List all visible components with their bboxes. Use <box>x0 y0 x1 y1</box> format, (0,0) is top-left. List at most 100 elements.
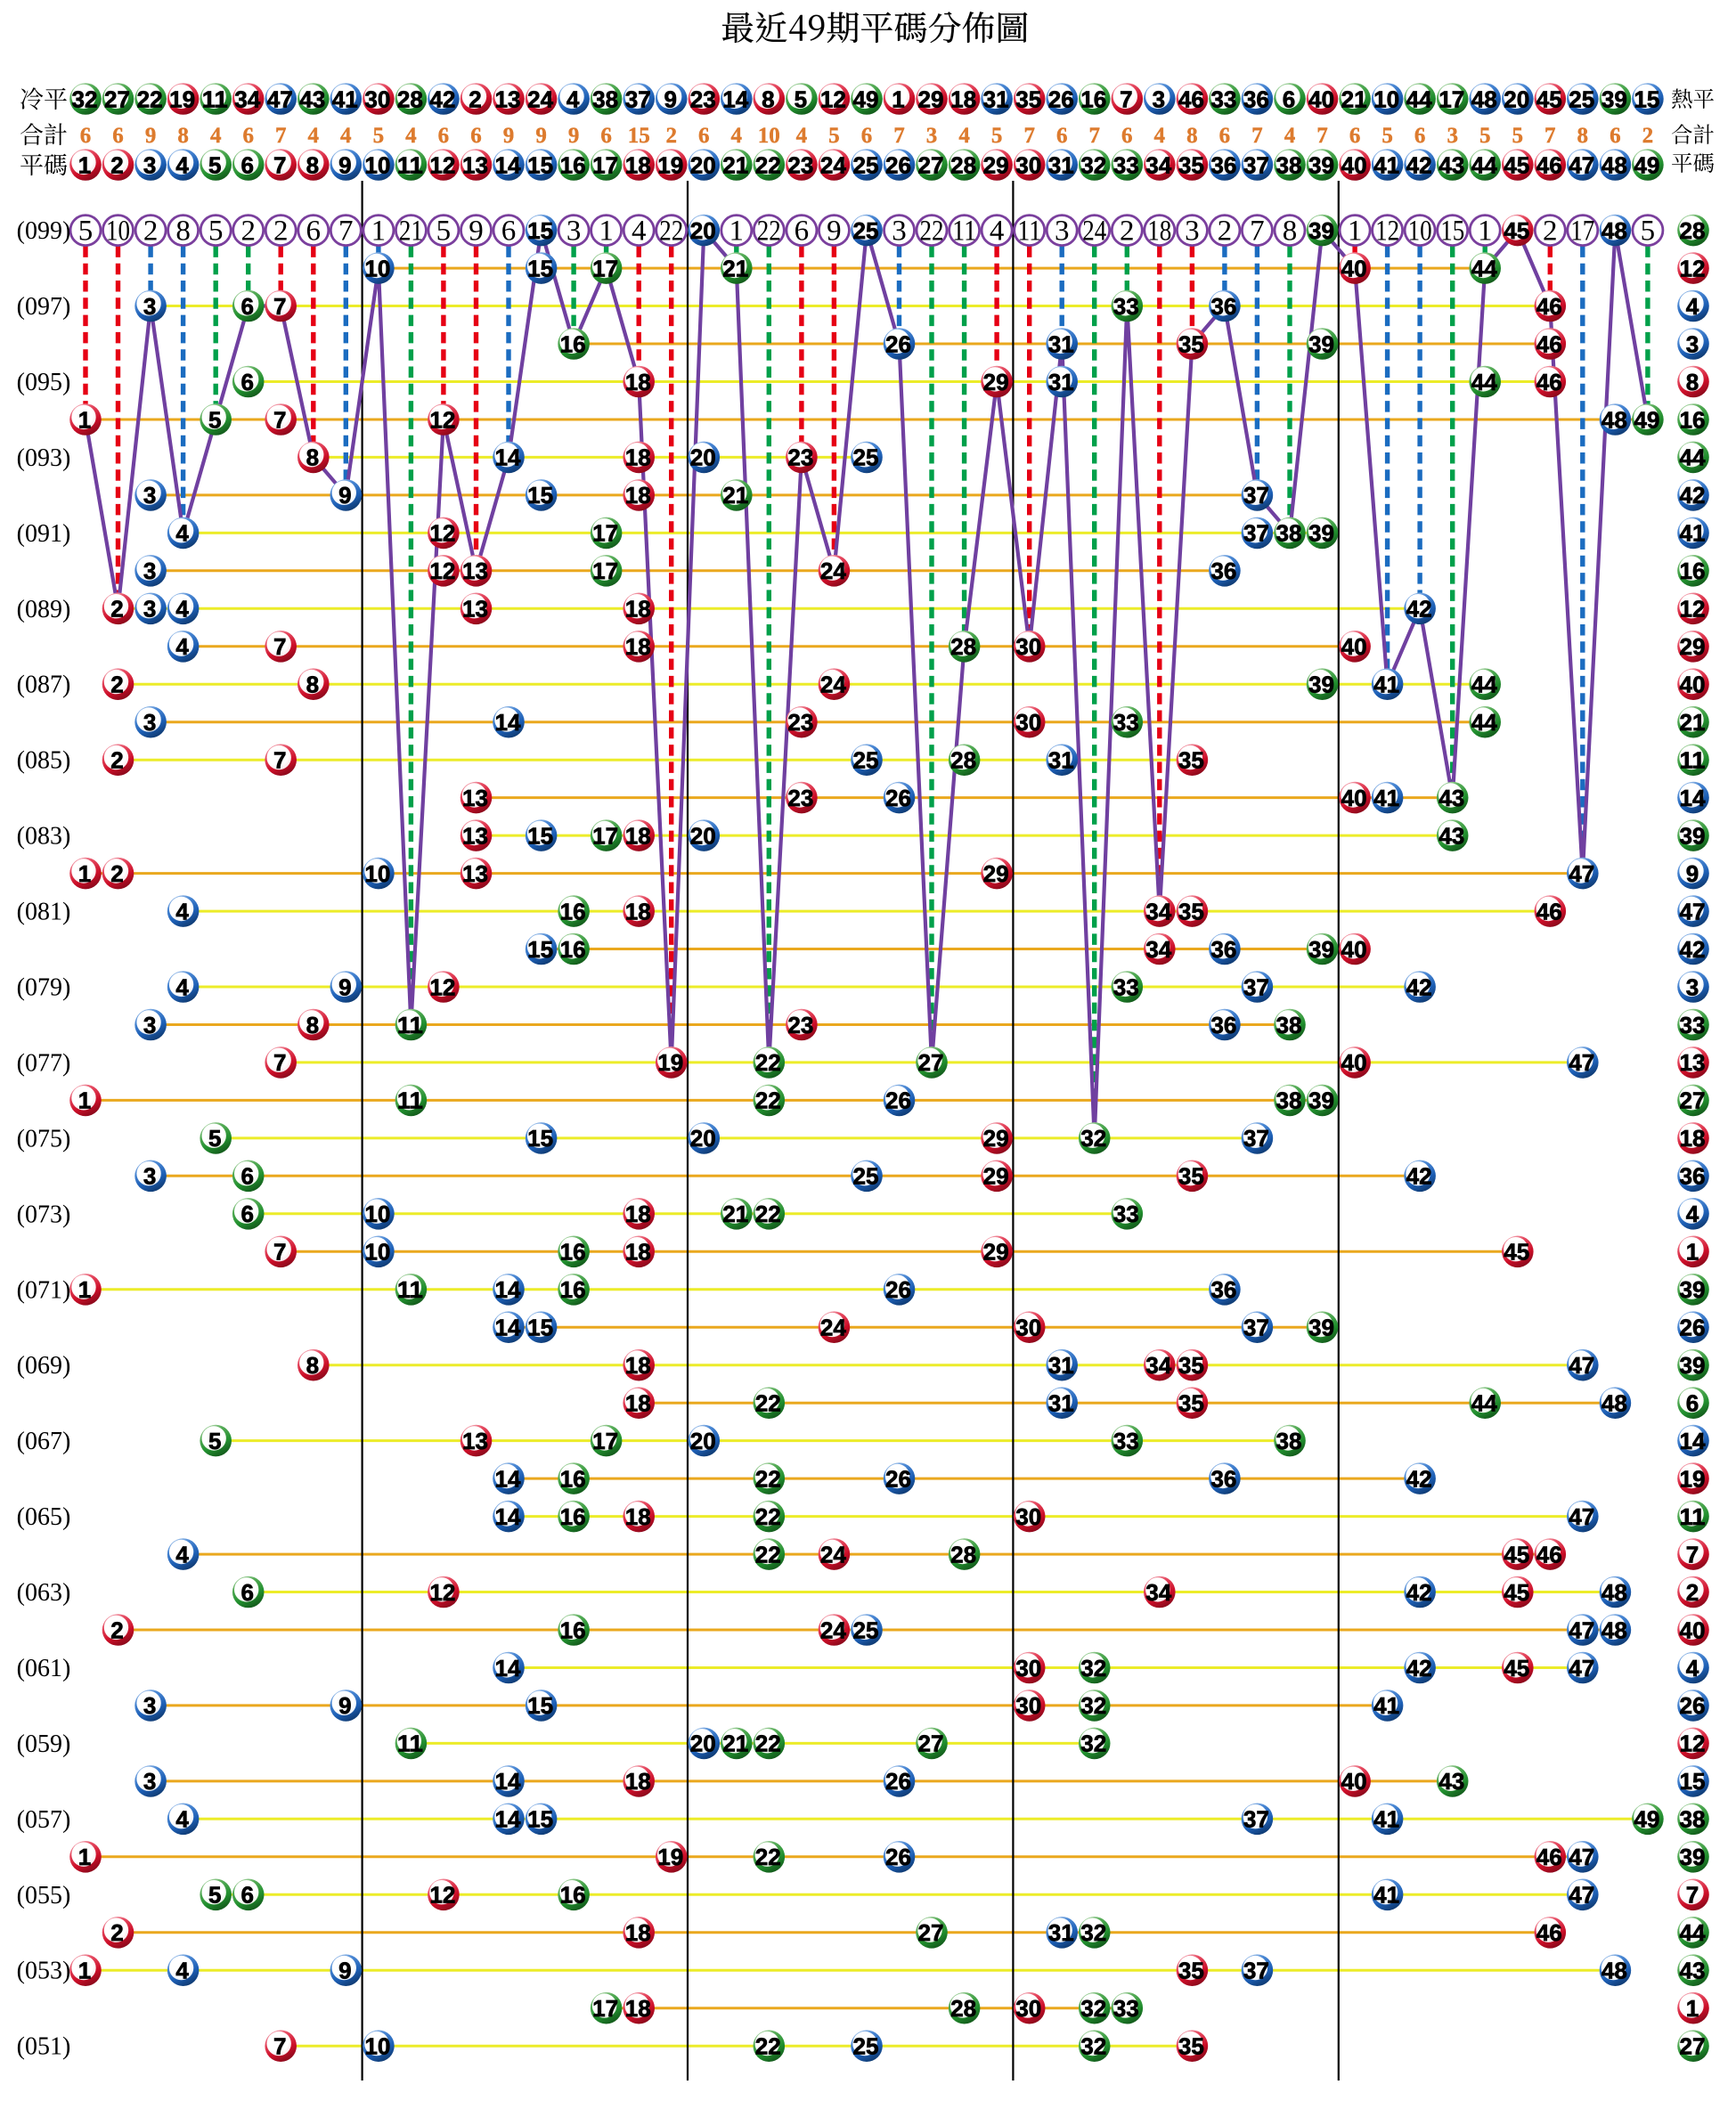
svg-text:48: 48 <box>1602 1579 1627 1606</box>
svg-text:39: 39 <box>1308 151 1334 178</box>
svg-text:19: 19 <box>169 86 195 112</box>
svg-text:6: 6 <box>1349 124 1361 148</box>
svg-text:32: 32 <box>1080 1919 1106 1946</box>
svg-text:2: 2 <box>110 1616 123 1643</box>
svg-text:47: 47 <box>1569 1049 1594 1076</box>
svg-text:47: 47 <box>1680 898 1706 924</box>
svg-text:18: 18 <box>625 1239 651 1266</box>
svg-text:27: 27 <box>1680 2033 1706 2060</box>
svg-text:40: 40 <box>1341 785 1367 811</box>
svg-text:8: 8 <box>177 124 189 148</box>
svg-text:31: 31 <box>1048 369 1074 395</box>
svg-text:32: 32 <box>1080 151 1106 178</box>
svg-text:12: 12 <box>820 86 846 112</box>
svg-text:15: 15 <box>527 936 553 963</box>
svg-text:18: 18 <box>625 1995 651 2022</box>
svg-text:12: 12 <box>429 558 455 584</box>
svg-text:2: 2 <box>110 747 123 774</box>
svg-text:47: 47 <box>1569 151 1594 178</box>
svg-text:28: 28 <box>950 747 976 774</box>
svg-text:40: 40 <box>1308 86 1334 112</box>
svg-text:4: 4 <box>632 216 647 248</box>
svg-text:35: 35 <box>1178 747 1204 774</box>
svg-text:38: 38 <box>1680 1806 1706 1833</box>
svg-text:41: 41 <box>1373 1692 1399 1719</box>
svg-text:8: 8 <box>1577 124 1589 148</box>
svg-text:36: 36 <box>1210 293 1236 320</box>
svg-text:16: 16 <box>560 1882 586 1909</box>
svg-text:4: 4 <box>566 86 580 112</box>
svg-text:18: 18 <box>625 1503 651 1530</box>
svg-text:(055): (055) <box>17 1882 71 1910</box>
svg-text:13: 13 <box>462 1428 488 1454</box>
svg-text:8: 8 <box>306 1352 319 1379</box>
svg-text:41: 41 <box>1373 785 1399 811</box>
svg-text:29: 29 <box>1680 633 1706 660</box>
svg-text:20: 20 <box>690 1428 716 1454</box>
svg-text:1: 1 <box>78 1958 91 1984</box>
svg-text:5: 5 <box>208 1882 221 1909</box>
svg-text:15: 15 <box>527 1692 553 1719</box>
svg-text:47: 47 <box>1569 860 1594 887</box>
svg-text:6: 6 <box>306 216 322 248</box>
svg-text:17: 17 <box>1439 86 1464 112</box>
svg-text:32: 32 <box>1080 1655 1106 1682</box>
svg-text:24: 24 <box>820 558 847 584</box>
svg-text:27: 27 <box>918 1049 944 1076</box>
svg-text:49: 49 <box>853 86 879 112</box>
svg-text:38: 38 <box>1276 1087 1302 1114</box>
svg-text:6: 6 <box>600 124 612 148</box>
svg-text:11: 11 <box>1680 747 1706 774</box>
svg-text:3: 3 <box>143 558 156 584</box>
svg-text:31: 31 <box>983 86 1009 112</box>
svg-text:4: 4 <box>308 124 320 148</box>
svg-text:25: 25 <box>853 151 879 178</box>
svg-text:30: 30 <box>1015 1692 1041 1719</box>
svg-text:28: 28 <box>950 1995 976 2022</box>
svg-text:37: 37 <box>1243 1315 1269 1341</box>
svg-text:1: 1 <box>892 86 904 112</box>
svg-text:14: 14 <box>495 1315 522 1341</box>
svg-text:24: 24 <box>820 151 847 178</box>
svg-text:37: 37 <box>1243 1806 1269 1833</box>
svg-text:42: 42 <box>1406 1579 1432 1606</box>
svg-text:45: 45 <box>1504 1655 1529 1682</box>
svg-text:(099): (099) <box>17 217 71 245</box>
svg-text:12: 12 <box>429 1579 455 1606</box>
svg-text:(053): (053) <box>17 1958 71 1985</box>
svg-text:22: 22 <box>755 2033 781 2060</box>
svg-text:36: 36 <box>1243 86 1269 112</box>
svg-text:15: 15 <box>527 217 553 244</box>
svg-text:28: 28 <box>950 633 976 660</box>
svg-text:11: 11 <box>397 151 423 178</box>
svg-text:22: 22 <box>755 1503 781 1530</box>
svg-text:35: 35 <box>1178 1390 1204 1417</box>
svg-text:4: 4 <box>990 216 1005 248</box>
svg-text:7: 7 <box>1088 124 1100 148</box>
svg-text:41: 41 <box>1373 1882 1399 1909</box>
svg-text:4: 4 <box>405 124 417 148</box>
svg-text:4: 4 <box>175 973 189 1000</box>
svg-text:18: 18 <box>950 86 976 112</box>
svg-text:18: 18 <box>625 482 651 509</box>
svg-text:14: 14 <box>495 1806 522 1833</box>
svg-text:2: 2 <box>110 151 123 178</box>
svg-text:17: 17 <box>592 255 618 281</box>
svg-text:8: 8 <box>1186 124 1198 148</box>
svg-text:10: 10 <box>364 2033 390 2060</box>
svg-text:18: 18 <box>625 596 651 623</box>
svg-text:26: 26 <box>1680 1315 1706 1341</box>
svg-text:12: 12 <box>429 151 455 178</box>
svg-text:39: 39 <box>1308 330 1334 357</box>
svg-text:42: 42 <box>429 86 455 112</box>
svg-text:46: 46 <box>1536 369 1562 395</box>
svg-text:23: 23 <box>690 86 716 112</box>
svg-text:(061): (061) <box>17 1655 71 1682</box>
svg-text:36: 36 <box>1210 151 1236 178</box>
svg-text:21: 21 <box>722 255 748 281</box>
svg-text:9: 9 <box>469 216 484 248</box>
svg-text:12: 12 <box>1680 1730 1706 1757</box>
svg-text:11: 11 <box>397 1276 423 1303</box>
svg-text:11: 11 <box>397 1730 423 1757</box>
svg-text:4: 4 <box>175 898 189 924</box>
